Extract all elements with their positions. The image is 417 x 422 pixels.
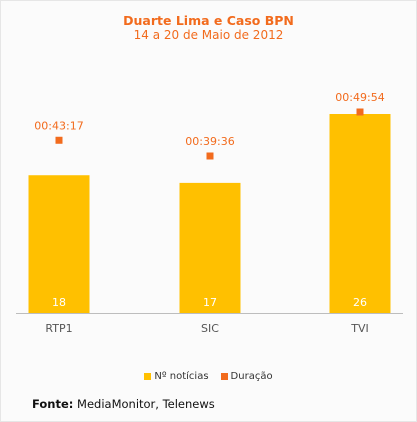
bar-value-label: 17	[203, 296, 217, 309]
x-tick-label: SIC	[201, 322, 219, 335]
duration-label: 00:49:54	[335, 91, 384, 104]
legend-swatch-duracao	[220, 373, 228, 380]
legend-item-noticias: Nº notícias	[144, 371, 209, 382]
legend-swatch-noticias	[144, 373, 152, 380]
bar-value-label: 18	[52, 296, 66, 309]
bar-sic	[179, 182, 241, 313]
legend-item-duracao: Duração	[220, 371, 273, 382]
duration-label: 00:39:36	[185, 135, 234, 148]
bar-tvi	[329, 114, 391, 313]
source-note: Fonte: MediaMonitor, Telenews	[32, 397, 215, 411]
chart-title: Duarte Lima e Caso BPN	[123, 13, 294, 28]
duration-marker	[206, 152, 214, 160]
source-label: Fonte:	[32, 397, 74, 411]
legend-label-noticias: Nº notícias	[154, 371, 209, 382]
bar-rtp1	[28, 175, 90, 313]
legend: Nº notícias Duração	[0, 371, 417, 382]
x-tick-label: TVI	[350, 322, 369, 335]
legend-label-duracao: Duração	[230, 371, 273, 382]
duration-marker	[356, 108, 364, 116]
duration-label: 00:43:17	[34, 119, 83, 132]
source-text: MediaMonitor, Telenews	[73, 397, 215, 411]
bar-value-label: 26	[353, 296, 367, 309]
chart-subtitle: 14 a 20 de Maio de 2012	[133, 28, 284, 42]
x-tick-label: RTP1	[45, 322, 72, 335]
duration-marker	[55, 136, 63, 144]
